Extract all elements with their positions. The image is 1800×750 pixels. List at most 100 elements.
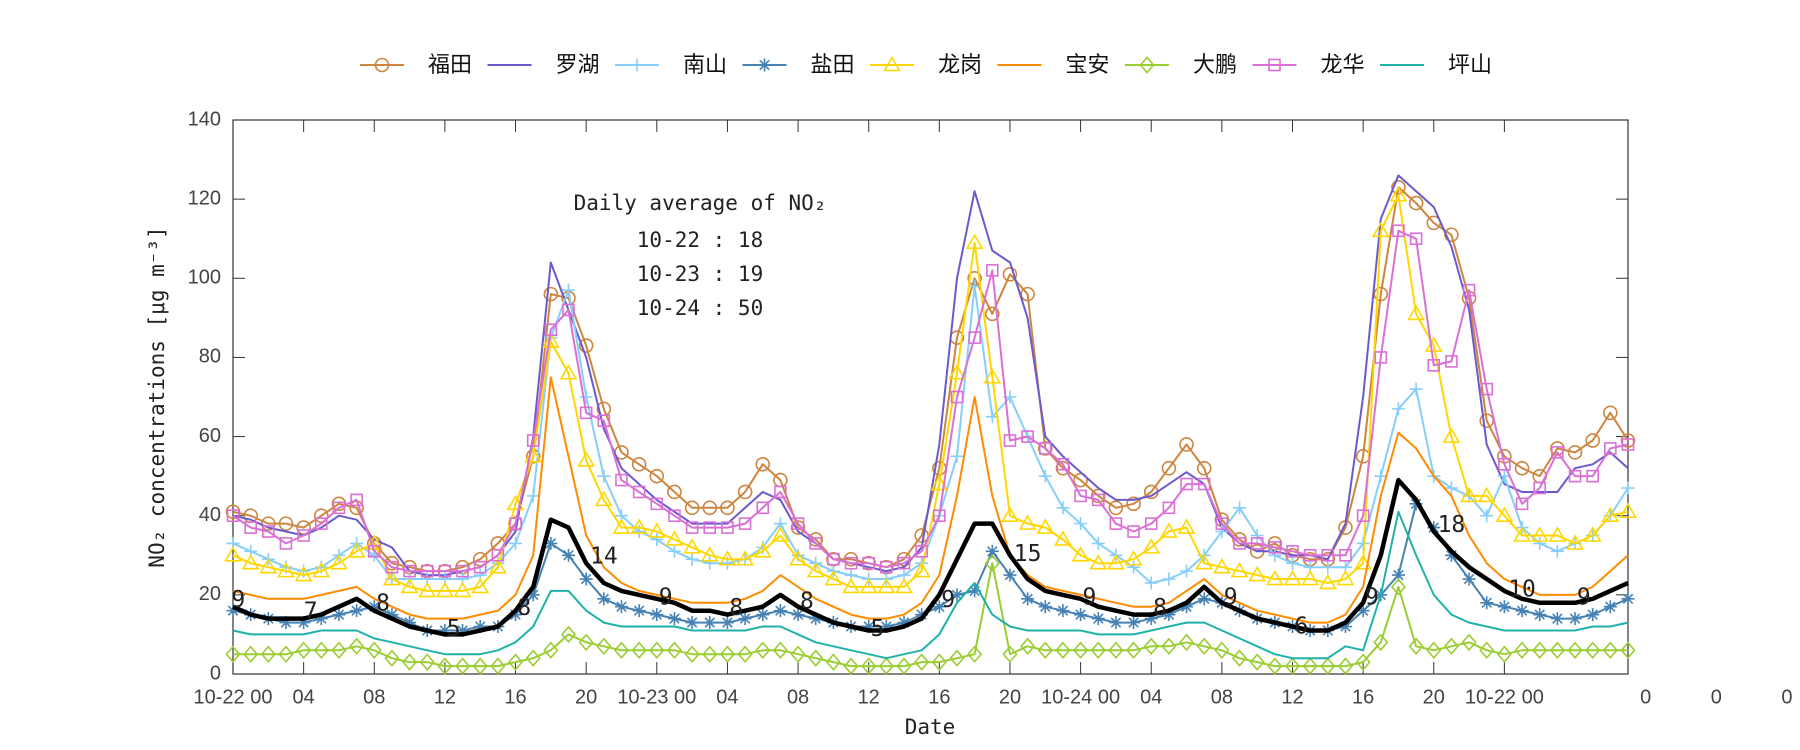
- marker: [374, 57, 390, 73]
- marker: [1003, 568, 1017, 582]
- x-tick-label: 16: [928, 686, 950, 708]
- marker: [1161, 460, 1177, 476]
- marker: [526, 588, 540, 602]
- marker: [1585, 433, 1600, 448]
- marker: [1621, 481, 1635, 495]
- marker: [384, 555, 400, 571]
- marker: [1620, 433, 1636, 448]
- marker: [526, 434, 540, 447]
- marker: [1196, 637, 1212, 656]
- line-label: 9: [659, 585, 673, 611]
- marker: [1162, 501, 1176, 515]
- legend-label: 坪山: [1448, 52, 1492, 77]
- marker: [560, 625, 577, 644]
- marker: [737, 484, 753, 500]
- marker: [878, 657, 894, 675]
- marker: [1515, 497, 1529, 511]
- marker: [1514, 641, 1530, 659]
- marker: [755, 641, 771, 659]
- marker: [1442, 427, 1461, 443]
- marker: [1371, 221, 1390, 238]
- marker: [1460, 486, 1478, 503]
- marker: [844, 556, 858, 570]
- marker: [1233, 501, 1247, 515]
- marker: [1477, 486, 1496, 503]
- marker: [932, 600, 946, 614]
- marker: [1585, 641, 1601, 659]
- marker: [685, 521, 699, 534]
- line-label: 10: [1508, 577, 1536, 603]
- marker: [1162, 572, 1176, 586]
- marker: [843, 657, 859, 675]
- legend-item: 宝安: [997, 52, 1110, 77]
- marker: [1021, 592, 1035, 606]
- marker: [241, 554, 260, 570]
- marker: [488, 558, 507, 574]
- marker: [1126, 496, 1141, 512]
- marker: [895, 577, 913, 594]
- marker: [403, 616, 417, 630]
- marker: [1444, 548, 1458, 562]
- x-tick-label: 10-22 00: [194, 686, 273, 708]
- marker: [367, 545, 381, 558]
- marker: [578, 633, 594, 652]
- marker: [1177, 518, 1196, 534]
- marker: [738, 517, 752, 530]
- marker: [453, 581, 472, 598]
- y-tick-label: 140: [188, 108, 221, 130]
- marker: [1566, 534, 1584, 550]
- series-line: [232, 510, 1629, 660]
- x-tick-label: 12: [1281, 686, 1303, 708]
- marker: [1249, 653, 1265, 671]
- legend-label: 龙华: [1321, 52, 1365, 77]
- x-tick-label: 12: [434, 686, 456, 708]
- marker: [933, 509, 946, 523]
- marker: [1230, 562, 1249, 578]
- marker: [758, 58, 771, 72]
- marker: [1091, 536, 1105, 550]
- marker: [1389, 186, 1408, 202]
- marker: [297, 616, 311, 630]
- marker: [543, 286, 559, 302]
- marker: [1356, 604, 1370, 618]
- marker: [1091, 493, 1105, 507]
- marker: [490, 657, 506, 675]
- marker: [1002, 645, 1018, 663]
- marker: [827, 552, 840, 566]
- marker: [226, 604, 240, 618]
- marker: [1056, 457, 1070, 471]
- marker: [1037, 441, 1053, 456]
- legend-item: 龙华: [1252, 52, 1365, 77]
- marker: [806, 562, 825, 578]
- marker: [277, 562, 295, 578]
- marker: [720, 616, 734, 630]
- marker: [1603, 405, 1618, 421]
- marker: [1285, 556, 1299, 570]
- marker: [313, 641, 329, 659]
- marker: [1143, 637, 1159, 656]
- marker: [1621, 438, 1635, 451]
- marker: [1109, 517, 1123, 530]
- marker: [597, 592, 611, 606]
- marker: [314, 517, 328, 530]
- marker: [1444, 481, 1458, 495]
- line-label: 14: [590, 543, 618, 569]
- marker: [1197, 592, 1211, 606]
- marker: [244, 521, 257, 534]
- marker: [1619, 502, 1637, 519]
- marker: [824, 569, 843, 586]
- marker: [1409, 382, 1423, 396]
- marker: [702, 645, 718, 663]
- marker: [313, 508, 329, 524]
- marker: [1018, 514, 1037, 530]
- marker: [1374, 469, 1388, 483]
- legend-label: 南山: [683, 52, 727, 77]
- annotation-line: 10-24 : 50: [637, 296, 763, 320]
- marker: [1568, 469, 1582, 483]
- marker: [279, 537, 293, 550]
- marker: [1533, 536, 1547, 550]
- marker: [1601, 506, 1620, 523]
- marker: [1339, 548, 1352, 562]
- marker: [1284, 657, 1301, 675]
- legend-item: 龙岗: [870, 52, 982, 77]
